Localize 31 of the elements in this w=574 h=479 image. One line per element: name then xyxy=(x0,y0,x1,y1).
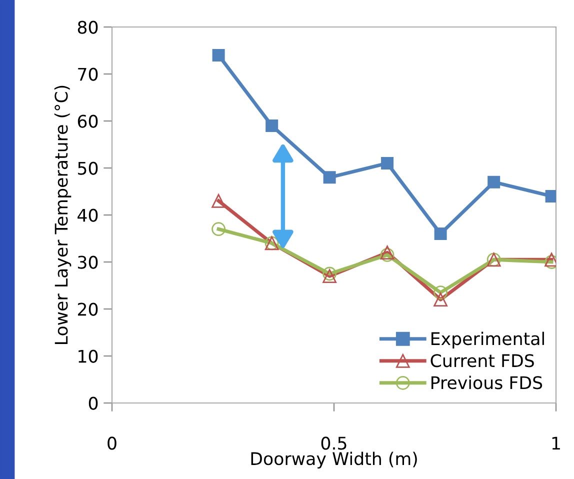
y-tick-label: 80 xyxy=(78,20,98,34)
legend-label: Current FDS xyxy=(430,354,534,368)
x-axis-title: Doorway Width (m) xyxy=(251,452,417,469)
point xyxy=(322,266,337,281)
point xyxy=(380,248,394,262)
point xyxy=(212,222,226,236)
y-tick-label: 30 xyxy=(78,256,98,269)
legend-label: Previous FDS xyxy=(432,376,542,390)
point xyxy=(434,286,448,300)
point xyxy=(266,119,278,132)
point xyxy=(212,194,226,208)
point xyxy=(323,171,336,184)
point xyxy=(212,48,225,62)
y-tick-label: 40 xyxy=(78,208,98,222)
point xyxy=(381,157,394,170)
x-tick-label: 1 xyxy=(552,436,560,450)
y-tick-label: 60 xyxy=(78,114,98,128)
x-tick-label: 0 xyxy=(108,436,116,450)
point xyxy=(322,269,337,284)
point xyxy=(380,246,394,260)
x-tick-label: 0.5 xyxy=(321,436,346,450)
y-tick-label: 10 xyxy=(78,350,98,363)
point xyxy=(434,228,447,240)
y-tick-label: 50 xyxy=(78,162,98,175)
y-axis-title: Lower Layer Temperature (°C) xyxy=(54,86,72,344)
y-tick-label: 20 xyxy=(78,302,98,316)
point xyxy=(488,176,500,188)
point xyxy=(434,292,448,307)
y-tick-label: 70 xyxy=(78,68,98,81)
legend-label: Experimental xyxy=(432,332,544,349)
y-tick-label: 0 xyxy=(88,396,98,410)
